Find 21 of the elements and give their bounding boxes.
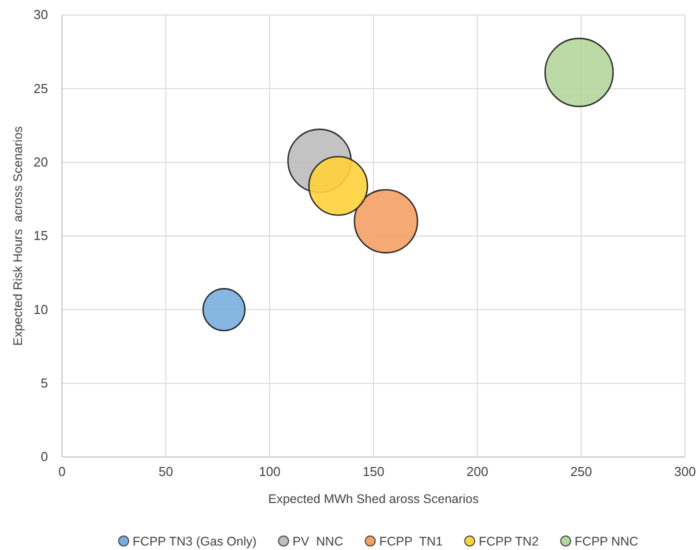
y-tick-label: 20: [34, 154, 48, 170]
legend-label: FCPP TN1: [379, 534, 443, 548]
x-tick-label: 150: [362, 464, 384, 480]
x-tick-label: 300: [674, 464, 696, 480]
x-tick-label: 50: [158, 464, 174, 480]
legend-label: FCPP NNC: [574, 534, 638, 548]
y-tick-label: 30: [34, 7, 48, 22]
y-axis-title: Expected Risk Hours across Scenarios: [11, 126, 25, 346]
legend-label: FCPP TN2: [478, 534, 539, 548]
y-tick-label: 5: [40, 375, 48, 390]
x-tick-label: 0: [58, 464, 66, 480]
legend-label: PV NNC: [292, 534, 344, 548]
x-axis-title: Expected MWh Shed aross Scenarios: [268, 492, 479, 506]
x-tick-label: 250: [570, 464, 592, 480]
y-tick-label: 10: [34, 302, 48, 317]
x-tick-label: 100: [258, 464, 281, 480]
x-tick-label: 200: [466, 464, 488, 480]
y-tick-label: 25: [34, 80, 48, 96]
legend-label: FCPP TN3 (Gas Only): [132, 534, 257, 548]
y-tick-label: 15: [34, 228, 48, 244]
y-tick-label: 0: [40, 449, 48, 464]
